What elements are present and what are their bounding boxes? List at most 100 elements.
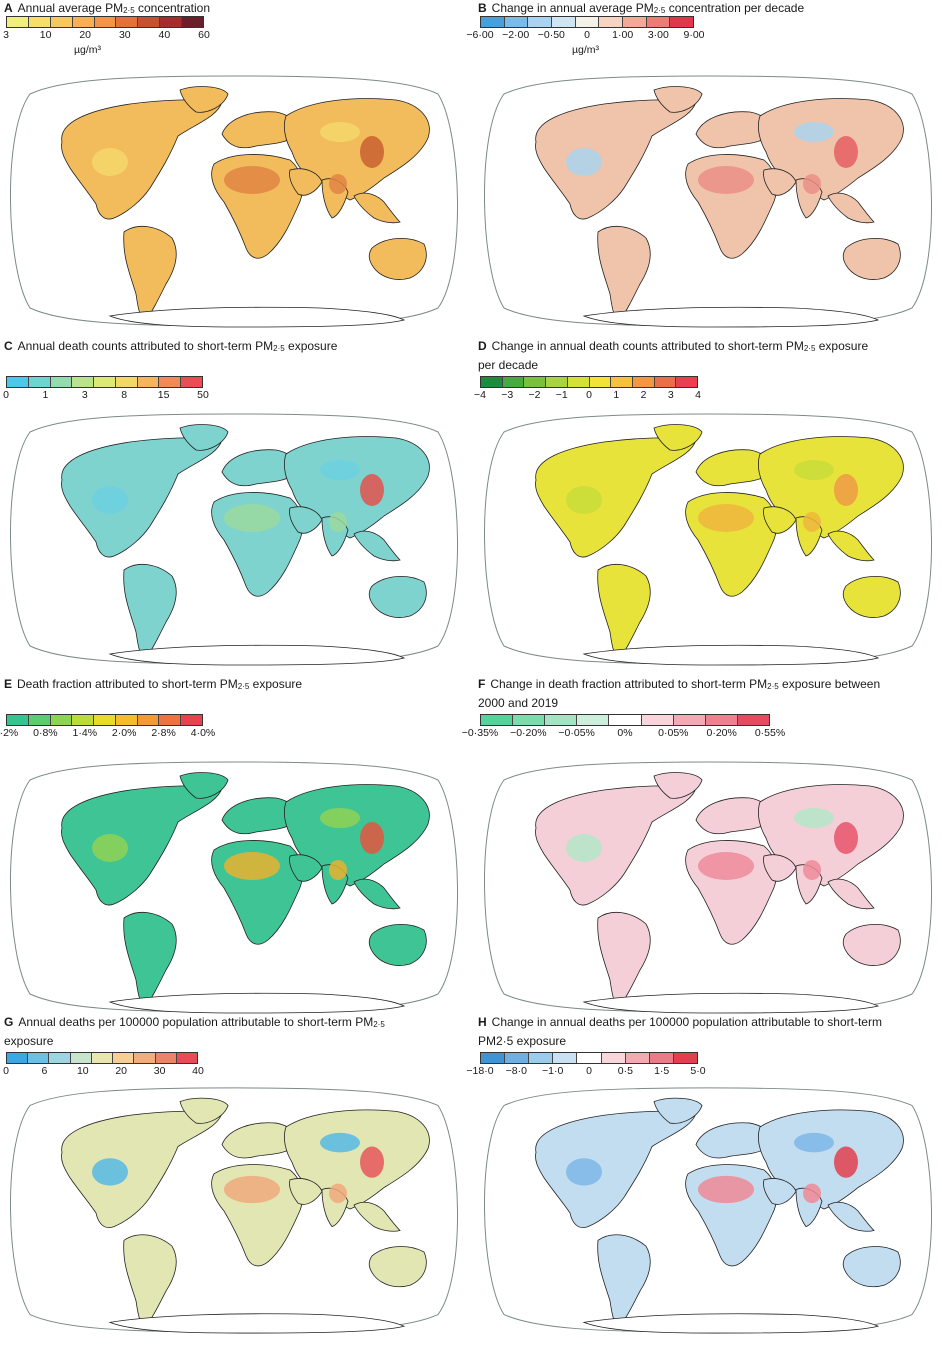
colorbar-ticks: −0·35% −0·20% −0·05% 0% 0·05% 0·20% 0·55%	[462, 726, 785, 740]
panel-letter: G	[4, 1015, 14, 1029]
continent-asia	[284, 436, 430, 539]
high-value-region	[360, 822, 384, 854]
continent-australia	[368, 238, 427, 280]
colorbar-legend: 3 10 20 30 40 60 µg/m³	[3, 16, 210, 56]
world-map	[10, 761, 458, 1014]
title-text: Annual average PM	[17, 1, 124, 15]
colorbar-swatch	[94, 715, 116, 725]
tick-label: 0	[3, 389, 9, 401]
tick-label: 2·0%	[111, 727, 137, 739]
title-text-end: exposure	[815, 339, 869, 353]
continent-north-america	[61, 437, 223, 558]
low-value-region	[794, 808, 834, 828]
title-text-end: concentration per decade	[665, 1, 805, 15]
continent-north-america	[61, 785, 223, 906]
colorbar-swatch	[7, 377, 29, 387]
colorbar	[6, 376, 203, 388]
colorbar-legend: 0 1 3 8 15 50	[3, 376, 209, 402]
high-value-region	[698, 1175, 754, 1204]
colorbar-swatch	[115, 715, 138, 725]
low-value-region	[566, 834, 602, 862]
tick-label: −0·05%	[558, 727, 595, 739]
low-value-region	[566, 148, 602, 176]
continent-greenland	[653, 772, 703, 799]
continent-australia	[842, 924, 901, 966]
colorbar-swatch	[134, 1053, 156, 1063]
tick-label: 1·4%	[72, 727, 98, 739]
high-value-region	[698, 852, 754, 880]
continent-greenland	[179, 1097, 229, 1124]
colorbar-swatch	[676, 377, 698, 387]
colorbar-swatch	[94, 17, 117, 27]
tick-label: −0·50	[537, 29, 565, 41]
colorbar-swatch	[673, 1053, 697, 1063]
continent-south-america	[597, 911, 651, 1007]
continent-greenland	[653, 1097, 703, 1124]
continent-antarctica	[108, 644, 406, 666]
low-value-region	[92, 148, 128, 176]
tick-label: 0·5	[617, 1065, 633, 1077]
title-line2: PM2·5 exposure	[478, 1034, 567, 1048]
continent-greenland	[179, 772, 229, 799]
colorbar-swatch	[609, 715, 642, 725]
panel-letter: F	[478, 677, 486, 691]
continent-australia	[842, 1246, 901, 1288]
colorbar-swatch	[575, 17, 600, 27]
colorbar-swatch	[50, 17, 73, 27]
low-value-region	[92, 1158, 128, 1186]
panel-letter: D	[478, 339, 487, 353]
panel-g: G Annual deaths per 100000 population att…	[0, 1014, 468, 1347]
world-map	[484, 413, 932, 666]
continent-arabia	[289, 506, 323, 534]
colorbar-swatch	[159, 715, 182, 725]
continent-arabia	[763, 1178, 797, 1205]
colorbar-swatch	[670, 17, 694, 27]
tick-label: 5·0	[690, 1065, 706, 1077]
low-value-region	[566, 1158, 602, 1186]
tick-label: −18·0	[466, 1065, 494, 1077]
colorbar-swatch	[49, 1053, 71, 1063]
colorbar	[6, 714, 203, 726]
colorbar-swatch	[589, 377, 612, 387]
colorbar-unit: µg/m³	[74, 44, 102, 56]
colorbar-swatch	[91, 1053, 114, 1063]
colorbar-swatch	[181, 715, 203, 725]
continent-asia	[284, 784, 430, 887]
colorbar-swatch	[155, 1053, 177, 1063]
high-value-region	[329, 174, 347, 194]
low-value-region	[92, 486, 128, 514]
continent-south-america	[123, 911, 177, 1007]
colorbar-swatch	[646, 17, 671, 27]
colorbar-swatch	[611, 377, 633, 387]
tick-label: 15	[157, 389, 170, 401]
colorbar-swatch	[72, 17, 95, 27]
colorbar-swatch	[28, 17, 51, 27]
continent-greenland	[179, 424, 229, 451]
high-value-region	[834, 136, 858, 168]
tick-label: −6·00	[466, 29, 494, 41]
colorbar	[480, 1052, 698, 1064]
world-map	[484, 761, 932, 1014]
low-value-region	[320, 122, 360, 142]
continent-antarctica	[582, 306, 880, 328]
title-text: Annual deaths per 100000 population attr…	[18, 1015, 374, 1029]
continent-asia	[758, 98, 904, 201]
tick-label: 0	[584, 29, 590, 41]
colorbar-swatch	[552, 17, 576, 27]
title-text-end: concentration	[134, 1, 211, 15]
continent-south-america	[123, 225, 177, 321]
continent-antarctica	[582, 992, 880, 1014]
high-value-region	[224, 1175, 280, 1204]
title-text: Annual death counts attributed to short-…	[17, 339, 274, 353]
colorbar-swatch	[113, 1053, 135, 1063]
continent-greenland	[179, 86, 229, 113]
continent-se-asia	[827, 192, 875, 224]
colorbar-ticks: 3 10 20 30 40 60	[3, 28, 210, 42]
colorbar-legend: −4 −3 −2 −1 0 1 2 3 4	[474, 376, 701, 402]
colorbar-swatch	[673, 715, 706, 725]
tick-label: 1·00	[612, 29, 634, 41]
tick-label: −1	[555, 389, 568, 401]
continent-south-america	[123, 1234, 177, 1327]
colorbar-swatch	[138, 17, 161, 27]
high-value-region	[224, 852, 280, 880]
